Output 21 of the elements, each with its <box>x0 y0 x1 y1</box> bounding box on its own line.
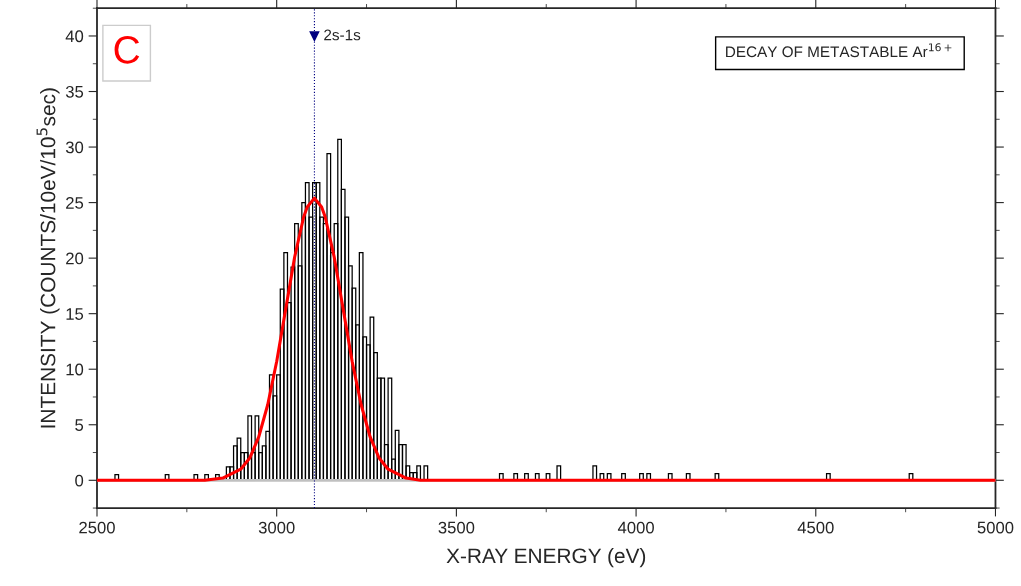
annotation: DECAY OF METASTABLE Ar$^{16+}$ <box>726 43 952 58</box>
y-axis-title: INTENSITY (COUNTS/10eV/10$^{5}$sec) <box>36 88 60 428</box>
y-tick-label: 20 <box>66 252 84 265</box>
x-tick-label: 3000 <box>258 521 295 534</box>
y-tick-label: 25 <box>66 196 84 209</box>
y-tick-label: 35 <box>65 85 84 98</box>
line-series <box>97 196 996 482</box>
x-tick-label: 5000 <box>977 521 1014 534</box>
x-tick-label: 2500 <box>79 521 115 534</box>
annotation: C <box>114 36 140 64</box>
x-axis-title: X-RAY ENERGY (eV) <box>446 547 646 568</box>
ref-line-label: 2s-1s <box>324 29 361 41</box>
y-tick-label: 10 <box>66 363 84 376</box>
x-tick-label: 4500 <box>797 521 834 534</box>
y-tick-label: 30 <box>65 141 84 154</box>
y-tick-label: 40 <box>65 30 84 43</box>
y-tick-label: 15 <box>66 308 84 320</box>
x-tick-label: 3500 <box>438 521 475 534</box>
y-tick-label: 0 <box>75 474 84 487</box>
y-tick-label: 5 <box>75 419 84 431</box>
x-tick-label: 4000 <box>617 521 654 534</box>
